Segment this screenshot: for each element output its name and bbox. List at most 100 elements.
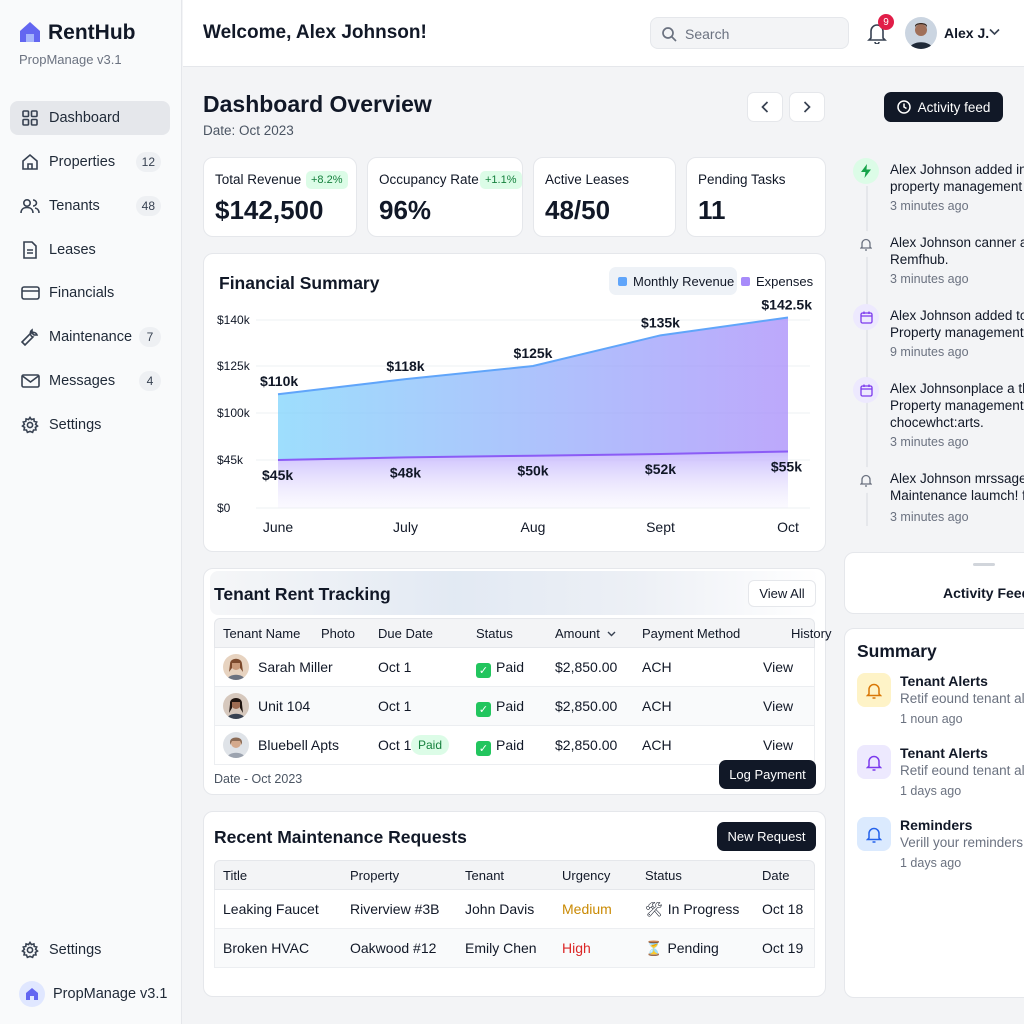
y-tick-label: $45k	[217, 453, 244, 467]
status: ✓ Paid	[476, 698, 524, 717]
count-badge: 12	[135, 152, 161, 172]
feed-item-text[interactable]: Alex Johnson mrssage Maintenance laumch! …	[890, 471, 1024, 503]
status: ✓ Paid	[476, 659, 524, 678]
table-row[interactable]: Broken HVAC Oakwood #12 Emily Chen High …	[214, 929, 815, 968]
tools-icon: 🛠	[645, 901, 663, 917]
table-row[interactable]: Sarah Miller Oct 1 ✓ Paid $2,850.00 ACH V…	[214, 648, 815, 687]
drag-handle[interactable]	[973, 563, 995, 566]
column-header[interactable]: Amount	[555, 626, 600, 641]
tenant-avatar	[223, 732, 249, 758]
status: ✓ Paid	[476, 737, 524, 756]
column-header[interactable]: History	[791, 626, 832, 641]
sidebar-item-maintenance[interactable]: Maintenance 7	[10, 320, 170, 354]
tenant-name: Unit 104	[258, 698, 311, 714]
search-placeholder: Search	[685, 26, 730, 42]
table-row[interactable]: Leaking Faucet Riverview #3B John Davis …	[214, 890, 815, 929]
amount: $2,850.00	[555, 698, 618, 714]
summary-item-title[interactable]: Tenant Alerts	[900, 673, 988, 689]
history-link[interactable]: View	[763, 698, 794, 714]
column-header[interactable]: Title	[223, 868, 248, 883]
sidebar-footer-settings[interactable]: Settings	[10, 933, 170, 967]
summary-title: Summary	[857, 641, 937, 661]
grid-icon	[19, 107, 41, 129]
search-input[interactable]: Search	[650, 17, 849, 49]
sidebar-item-messages[interactable]: Messages 4	[10, 364, 170, 398]
change-badge: +8.2%	[306, 171, 348, 189]
sidebar-item-financials[interactable]: Financials	[10, 276, 170, 310]
sidebar-item-label: Settings	[49, 417, 102, 433]
table-row[interactable]: Bluebell Apts Oct 1 Paid ✓ Paid $2,850.00…	[214, 726, 815, 765]
urgency-label: Medium	[562, 901, 612, 917]
rent-footer-date: Date - Oct 2023	[214, 772, 303, 786]
count-badge: 48	[135, 196, 161, 216]
wrench-icon	[19, 326, 41, 348]
history-link[interactable]: View	[763, 737, 794, 753]
feed-item-time: 3 minutes ago	[890, 510, 969, 524]
column-header[interactable]: Tenant	[465, 868, 505, 883]
column-header[interactable]: Urgency	[562, 868, 611, 883]
sidebar-item-settings[interactable]: Settings	[10, 408, 170, 442]
column-header[interactable]: Payment Method	[642, 626, 741, 641]
summary-item-time: 1 days ago	[900, 856, 962, 870]
feed-item-text[interactable]: Alex Johnsonplace a th Property managemen…	[890, 381, 1024, 430]
history-link[interactable]: View	[763, 659, 794, 675]
payment-method: ACH	[642, 737, 672, 753]
summary-item-time: 1 days ago	[900, 784, 962, 798]
summary-item-title[interactable]: Tenant Alerts	[900, 745, 988, 761]
sidebar-item-dashboard[interactable]: Dashboard	[10, 101, 170, 135]
expenses-data-label: $55k	[771, 458, 802, 474]
feed-item-text[interactable]: Alex Johnson canner a Remfhub.	[890, 235, 1024, 267]
maintenance-requests-card: Recent Maintenance Requests New Request …	[203, 811, 826, 997]
feed-item-time: 3 minutes ago	[890, 435, 969, 449]
column-header[interactable]: Date	[762, 868, 790, 883]
revenue-line	[277, 316, 789, 396]
timeline-line	[866, 186, 868, 526]
column-header[interactable]: Status	[476, 626, 513, 641]
chevron-down-icon[interactable]	[989, 28, 1000, 36]
stat-value: $142,500	[215, 195, 324, 225]
feed-item-text[interactable]: Alex Johnson added in property management	[890, 162, 1024, 194]
column-header[interactable]: Tenant Name	[223, 626, 301, 641]
previous-button[interactable]	[747, 92, 783, 122]
change-badge: +1.1%	[480, 171, 522, 189]
document-icon	[19, 239, 41, 261]
activity-feed-button[interactable]: Activity feed	[884, 92, 1003, 122]
sidebar-item-label: Properties	[49, 154, 116, 170]
user-avatar[interactable]	[905, 17, 937, 49]
legend-expenses[interactable]: Expenses	[741, 267, 813, 295]
new-request-button[interactable]: New Request	[717, 822, 816, 851]
home-icon	[19, 151, 41, 173]
feed-item-text[interactable]: Alex Johnson added to Property management	[890, 308, 1024, 340]
stat-label: Pending Tasks	[698, 172, 786, 187]
view-all-button[interactable]: View All	[748, 580, 816, 607]
activity-feed-panel-tab[interactable]: Activity Feed	[844, 552, 1024, 614]
summary-item-desc: Verill your reminders	[900, 835, 1024, 850]
sidebar-item-properties[interactable]: Properties 12	[10, 145, 170, 179]
sidebar-item-tenants[interactable]: Tenants 48	[10, 189, 170, 223]
revenue-data-label: $135k	[641, 314, 680, 330]
amount: $2,850.00	[555, 659, 618, 675]
summary-item-desc: Retif eound tenant alo	[900, 763, 1024, 778]
user-name[interactable]: Alex J.	[944, 25, 990, 41]
table-row[interactable]: Unit 104 Oct 1 ✓ Paid $2,850.00 ACH View	[214, 687, 815, 726]
sidebar-item-label: Settings	[49, 942, 102, 958]
column-header[interactable]: Status	[645, 868, 682, 883]
stat-label: Total Revenue	[215, 172, 302, 187]
stat-card-total-revenue: Total Revenue +8.2% $142,500	[203, 157, 357, 237]
sidebar-item-leases[interactable]: Leases	[10, 233, 170, 267]
x-tick-label: Aug	[521, 519, 546, 535]
column-header[interactable]: Due Date	[378, 626, 433, 641]
log-payment-button[interactable]: Log Payment	[719, 760, 816, 789]
summary-item-title[interactable]: Reminders	[900, 817, 973, 833]
legend-monthly-revenue[interactable]: Monthly Revenue	[609, 267, 737, 295]
sidebar-item-label: Maintenance	[49, 329, 133, 345]
request-property: Riverview #3B	[350, 901, 440, 917]
sort-chevron-icon[interactable]	[607, 631, 616, 637]
sidebar-item-label: Financials	[49, 285, 115, 301]
tenant-avatar	[223, 654, 249, 680]
column-header[interactable]: Photo	[321, 626, 355, 641]
tenant-name: Bluebell Apts	[258, 737, 339, 753]
next-button[interactable]	[789, 92, 825, 122]
column-header[interactable]: Property	[350, 868, 400, 883]
